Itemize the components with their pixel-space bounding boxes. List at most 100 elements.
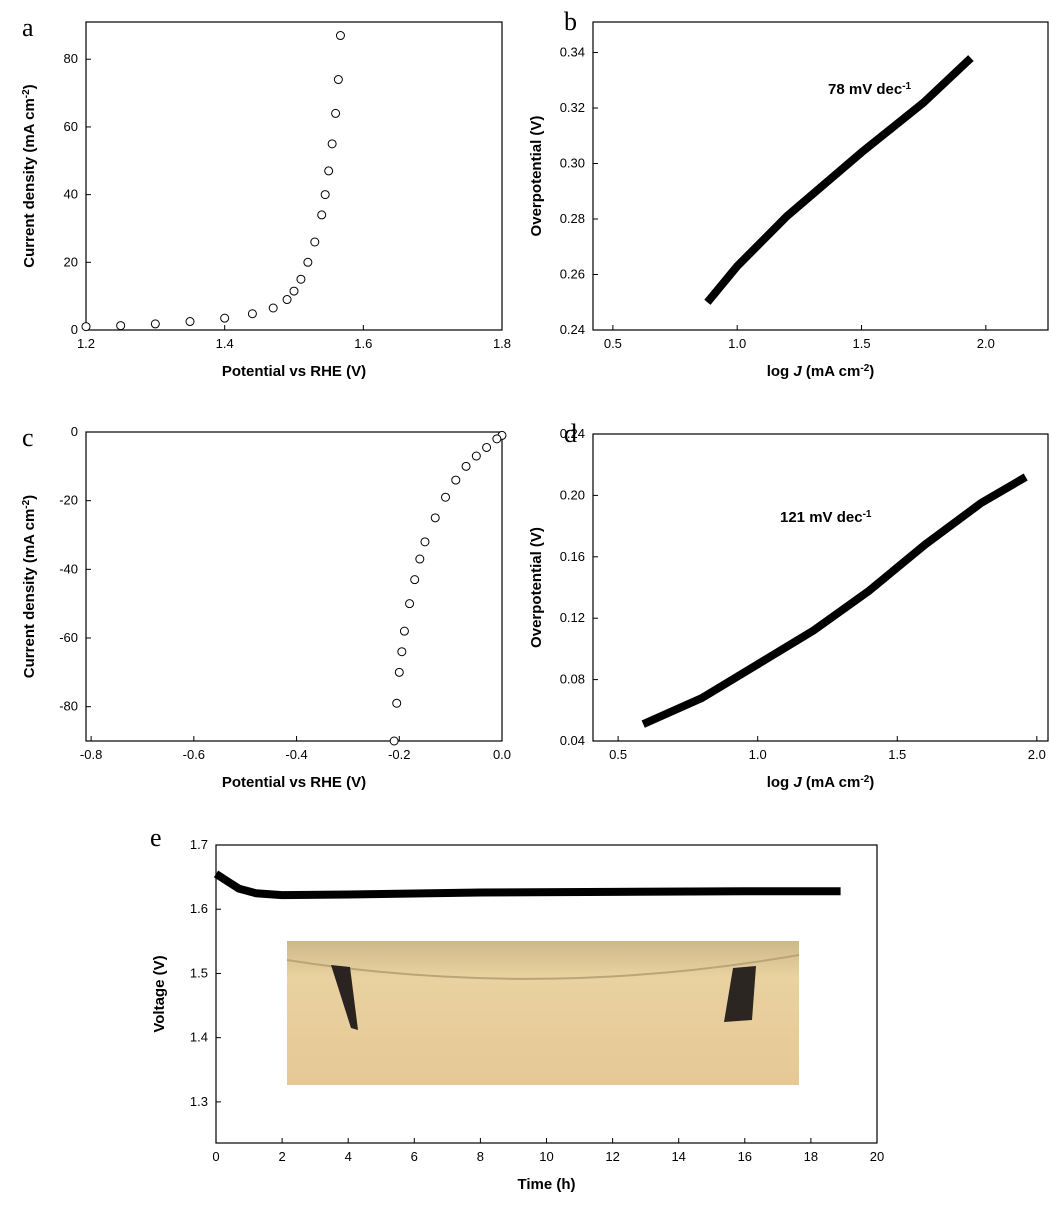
data-point	[81, 322, 91, 332]
y-tick-label: 1.4	[190, 1030, 208, 1045]
x-axis-label: Potential vs RHE (V)	[222, 363, 366, 380]
y-tick-label: 0.28	[560, 211, 585, 226]
y-axis-label-sup: -2	[21, 499, 32, 508]
data-point	[220, 313, 230, 323]
y-tick-label: 0.20	[560, 487, 585, 502]
y-axis-label-part: Voltage (V)	[151, 955, 168, 1032]
plot-frame	[592, 433, 1049, 742]
x-tick-label: 1.6	[354, 336, 372, 351]
y-tick-label: 0.30	[560, 156, 585, 171]
x-tick-label: -0.4	[285, 747, 307, 762]
y-axis-label: Current density (mA cm-2)	[21, 495, 39, 678]
y-tick-label: 1.5	[190, 965, 208, 980]
data-point	[185, 317, 195, 327]
annotation-sup: -1	[863, 509, 872, 520]
data-line	[704, 55, 974, 305]
y-tick-label: 1.3	[190, 1094, 208, 1109]
data-line	[641, 473, 1028, 728]
x-tick-label: 1.5	[852, 336, 870, 351]
x-axis-label-part: )	[869, 363, 874, 380]
x-axis-label-part: log	[767, 363, 794, 380]
y-tick-label: 0.24	[560, 426, 585, 441]
data-point	[150, 319, 160, 329]
y-tick-label: 0.04	[560, 733, 585, 748]
annotation-sup: -1	[902, 81, 911, 92]
plot-frame	[592, 21, 1049, 331]
data-point	[441, 492, 451, 502]
y-tick-label: -40	[59, 561, 78, 576]
y-tick-label: -60	[59, 630, 78, 645]
y-axis-label-part: )	[21, 84, 38, 89]
data-point	[268, 303, 278, 313]
annotation: 121 mV dec-1	[780, 509, 872, 527]
y-tick-label: 0.34	[560, 45, 585, 60]
x-tick-label: 1.8	[493, 336, 511, 351]
panel-letter: b	[564, 7, 577, 36]
x-tick-label: 6	[411, 1149, 418, 1164]
x-axis-label: Time (h)	[517, 1176, 575, 1193]
x-tick-label: 20	[870, 1149, 884, 1164]
data-point	[282, 295, 292, 305]
x-tick-label: 14	[671, 1149, 685, 1164]
y-tick-label: 20	[64, 254, 78, 269]
data-point	[289, 286, 299, 296]
y-tick-label: 0.16	[560, 549, 585, 564]
annotation-part: 121 mV dec	[780, 509, 863, 526]
data-point	[335, 31, 345, 41]
x-axis-label: Potential vs RHE (V)	[222, 774, 366, 791]
y-tick-label: -20	[59, 493, 78, 508]
data-point	[116, 321, 126, 331]
x-tick-label: 10	[539, 1149, 553, 1164]
data-point	[492, 434, 502, 444]
x-axis-label-part: (mA cm	[802, 774, 861, 791]
x-tick-label: 2.0	[977, 336, 995, 351]
data-point	[392, 698, 402, 708]
data-point	[327, 139, 337, 149]
x-axis-label-part: log	[767, 774, 794, 791]
x-tick-label: 2	[278, 1149, 285, 1164]
data-point	[420, 537, 430, 547]
photo-inset	[286, 941, 800, 1085]
x-tick-label: 0.5	[609, 747, 627, 762]
x-axis-label: log J (mA cm-2)	[767, 774, 875, 792]
x-tick-label: -0.6	[183, 747, 205, 762]
x-axis-label-part: (mA cm	[802, 363, 861, 380]
x-axis-label-italic: J	[793, 363, 802, 380]
y-tick-label: 0.26	[560, 267, 585, 282]
y-tick-label: 0.24	[560, 322, 585, 337]
plot-frame	[85, 21, 503, 331]
data-point	[397, 647, 407, 657]
data-point	[394, 667, 404, 677]
x-axis-label-part: Time (h)	[517, 1176, 575, 1193]
y-tick-label: -80	[59, 699, 78, 714]
panel-letter: d	[564, 419, 577, 448]
x-axis-label-part: Potential vs RHE (V)	[222, 363, 366, 380]
data-point	[389, 736, 399, 746]
x-tick-label: 0.5	[604, 336, 622, 351]
data-point	[333, 75, 343, 85]
data-point	[320, 190, 330, 200]
data-point	[415, 554, 425, 564]
y-tick-label: 40	[64, 187, 78, 202]
x-tick-label: 12	[605, 1149, 619, 1164]
y-tick-label: 60	[64, 119, 78, 134]
data-point	[324, 166, 334, 176]
y-axis-label: Voltage (V)	[151, 955, 168, 1032]
data-point	[410, 575, 420, 585]
data-point	[405, 599, 415, 609]
x-tick-label: 0	[212, 1149, 219, 1164]
x-axis-label-part: )	[869, 774, 874, 791]
data-point	[430, 513, 440, 523]
data-point	[310, 237, 320, 247]
y-axis-label-part: Current density (mA cm	[21, 509, 38, 678]
y-tick-label: 0.08	[560, 672, 585, 687]
x-tick-label: 1.5	[888, 747, 906, 762]
x-axis-label-sup: -2	[860, 774, 869, 785]
data-line	[213, 870, 841, 900]
data-point	[451, 475, 461, 485]
data-point	[331, 108, 341, 118]
x-tick-label: 18	[804, 1149, 818, 1164]
data-point	[471, 451, 481, 461]
y-axis-label-part: Current density (mA cm	[21, 98, 38, 267]
